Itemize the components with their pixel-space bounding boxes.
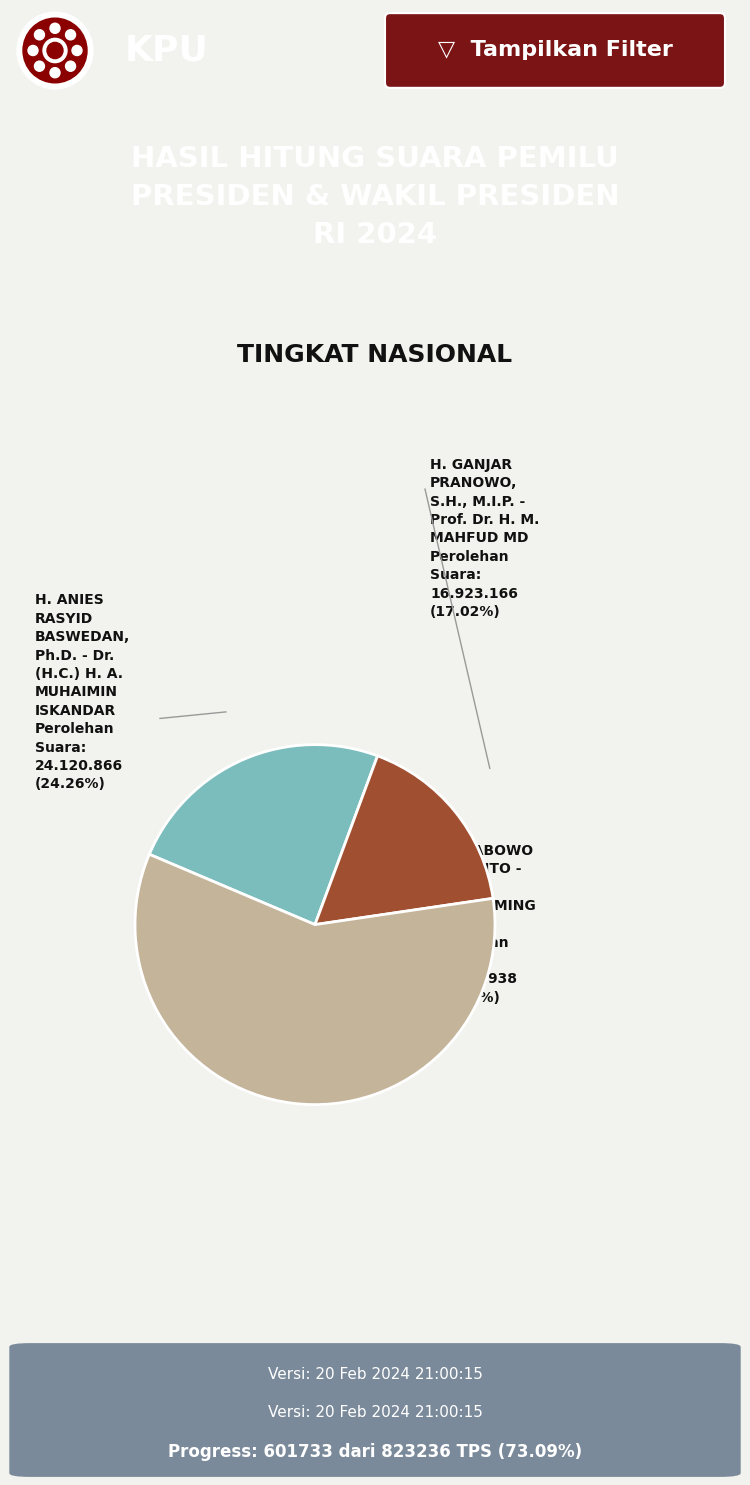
Wedge shape [315,756,493,925]
Circle shape [17,12,93,89]
Text: KPU: KPU [125,34,209,67]
Circle shape [50,24,60,33]
Wedge shape [135,854,495,1105]
Text: ▽  Tampilkan Filter: ▽ Tampilkan Filter [437,40,673,61]
Circle shape [28,46,38,55]
Circle shape [65,61,76,71]
Wedge shape [149,744,377,925]
Text: Progress: 601733 dari 823236 TPS (73.09%): Progress: 601733 dari 823236 TPS (73.09%… [168,1442,582,1461]
Text: TINGKAT NASIONAL: TINGKAT NASIONAL [238,343,512,367]
Text: H. PRABOWO
SUBIANTO -
GIBRAN
RAKABUMING
RAKA
Perolehan
Suara:
58.389.938
(58.72%: H. PRABOWO SUBIANTO - GIBRAN RAKABUMING … [430,843,537,1005]
Circle shape [65,30,76,40]
FancyBboxPatch shape [385,13,725,88]
Text: Versi: 20 Feb 2024 21:00:15: Versi: 20 Feb 2024 21:00:15 [268,1368,482,1383]
FancyBboxPatch shape [9,1342,741,1478]
Circle shape [23,18,87,83]
Circle shape [34,61,44,71]
Circle shape [43,39,67,62]
Circle shape [50,68,60,77]
Text: Versi: 20 Feb 2024 21:00:15: Versi: 20 Feb 2024 21:00:15 [268,1405,482,1420]
Circle shape [72,46,82,55]
Text: H. ANIES
RASYID
BASWEDAN,
Ph.D. - Dr.
(H.C.) H. A.
MUHAIMIN
ISKANDAR
Perolehan
S: H. ANIES RASYID BASWEDAN, Ph.D. - Dr. (H… [35,594,130,792]
Circle shape [34,30,44,40]
Circle shape [47,43,63,58]
Text: H. GANJAR
PRANOWO,
S.H., M.I.P. -
Prof. Dr. H. M.
MAHFUD MD
Perolehan
Suara:
16.: H. GANJAR PRANOWO, S.H., M.I.P. - Prof. … [430,457,539,619]
Text: HASIL HITUNG SUARA PEMILU
PRESIDEN & WAKIL PRESIDEN
RI 2024: HASIL HITUNG SUARA PEMILU PRESIDEN & WAK… [130,146,620,249]
